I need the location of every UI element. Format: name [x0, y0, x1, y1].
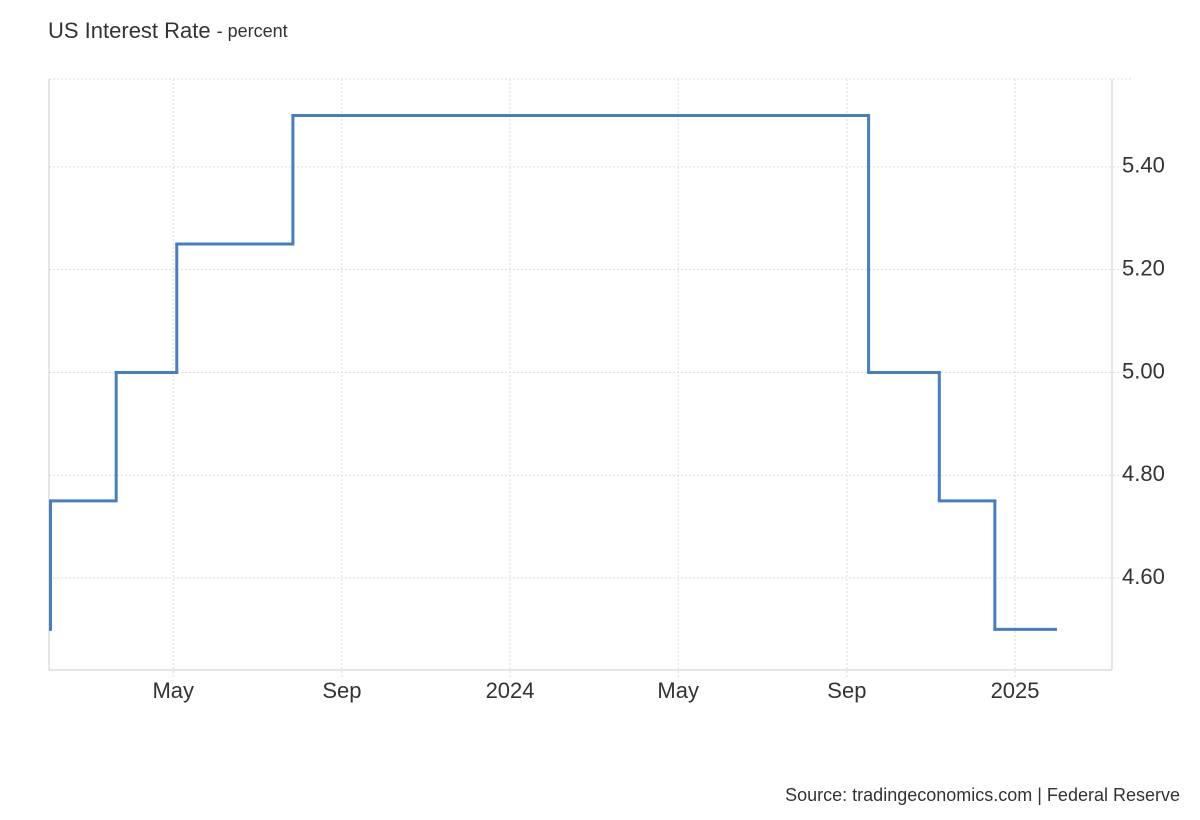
- x-tick-label: 2024: [486, 678, 535, 703]
- y-tick-label: 4.80: [1122, 461, 1165, 486]
- x-tick-label: May: [152, 678, 194, 703]
- y-tick-label: 5.00: [1122, 358, 1165, 383]
- x-tick-label: Sep: [322, 678, 361, 703]
- subtitle: - percent: [217, 21, 288, 41]
- x-tick-label: May: [657, 678, 699, 703]
- step-end: [1053, 627, 1057, 631]
- y-tick-label: 4.60: [1122, 564, 1165, 589]
- source: Source: tradingeconomics.com | Federal R…: [785, 785, 1180, 805]
- x-tick-label: 2025: [991, 678, 1040, 703]
- y-tick-label: 5.20: [1122, 255, 1165, 280]
- title: US Interest Rate: [48, 18, 211, 43]
- chart-title: US Interest Rate - percent: [48, 18, 288, 43]
- x-tick-label: Sep: [827, 678, 866, 703]
- y-tick-label: 5.40: [1122, 153, 1165, 178]
